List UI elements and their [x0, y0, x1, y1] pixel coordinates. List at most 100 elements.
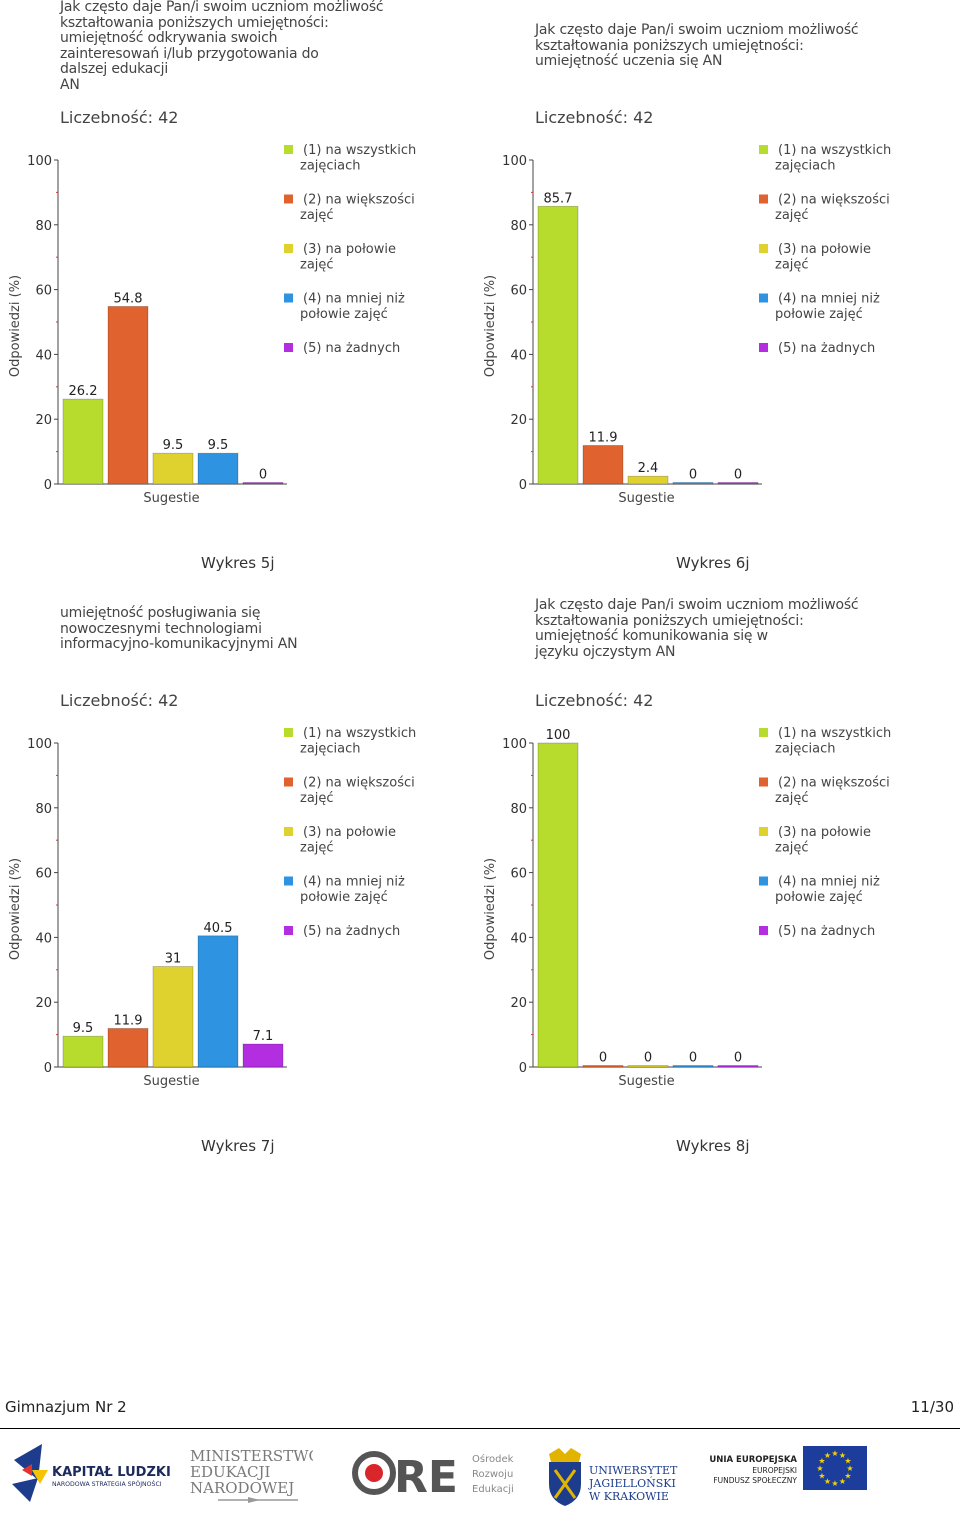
legend-swatch: [759, 293, 768, 303]
y-tick-label: 20: [510, 996, 527, 1011]
bar-value-label: 9.5: [208, 438, 229, 453]
eu-star: ★: [824, 1477, 831, 1486]
legend-label: zajęciach: [775, 159, 836, 174]
bar-chart-plot: 0 20 40 60 80 100 Odpowiedzi (%) Sugestie 26.2 54…: [8, 143, 416, 506]
legend-label: (4) na mniej niż: [778, 292, 880, 307]
bar-4: [672, 482, 714, 485]
legend-label: zajęć: [300, 208, 334, 223]
legend-label: (1) na wszystkich: [778, 726, 891, 741]
bar-value-label: 26.2: [69, 384, 98, 399]
legend-swatch: [759, 876, 768, 886]
chart-count-label: Liczebność: 42: [60, 691, 179, 710]
y-tick-label: 80: [35, 219, 52, 234]
chart-caption: Wykres 7j: [201, 1137, 275, 1155]
eu-line1: UNIA EUROPEJSKA: [709, 1455, 797, 1465]
legend-label: zajęć: [775, 258, 809, 273]
eu-star: ★: [831, 1479, 838, 1488]
chart-caption: Wykres 5j: [201, 554, 275, 572]
x-axis-label: Sugestie: [143, 1074, 199, 1089]
legend-swatch: [284, 293, 293, 303]
men-line3: NARODOWEJ: [190, 1479, 294, 1497]
legend-swatch: [284, 926, 293, 935]
y-tick-label: 0: [519, 478, 527, 493]
eu-star: ★: [831, 1449, 838, 1458]
y-tick-label: 0: [44, 478, 52, 493]
legend-label: zajęć: [775, 791, 809, 806]
legend-label: (4) na mniej niż: [303, 292, 405, 307]
y-tick-label: 20: [35, 996, 52, 1011]
legend-label: zajęć: [300, 258, 334, 273]
uj-line3: W KRAKOWIE: [589, 1490, 669, 1503]
eu-line3: FUNDUSZ SPOŁECZNY: [713, 1476, 797, 1485]
bar-5: [717, 482, 759, 485]
y-axis-label: Odpowiedzi (%): [483, 275, 498, 377]
bar-4: [672, 1065, 714, 1068]
legend-label: (4) na mniej niż: [778, 875, 880, 890]
bar-5: [242, 482, 284, 485]
x-axis-label: Sugestie: [618, 491, 674, 506]
y-tick-label: 100: [27, 154, 52, 169]
footer-divider: [0, 1428, 960, 1429]
bar-value-label: 2.4: [638, 461, 659, 476]
ore-line2: Rozwoju: [472, 1469, 513, 1480]
bar-value-label: 11.9: [589, 430, 618, 445]
legend-label: (1) na wszystkich: [303, 726, 416, 741]
legend-swatch: [759, 728, 768, 737]
eu-line2: EUROPEJSKI: [752, 1466, 797, 1475]
bar-value-label: 31: [165, 952, 182, 967]
men-line2: EDUKACJI: [190, 1463, 271, 1481]
legend-label: (5) na żadnych: [778, 341, 875, 356]
eu-star: ★: [818, 1472, 825, 1481]
legend-swatch: [759, 244, 768, 253]
uj-line2: JAGIELLOŃSKI: [588, 1476, 676, 1490]
y-tick-label: 80: [35, 802, 52, 817]
bar-2: [107, 1028, 149, 1068]
y-axis-label: Odpowiedzi (%): [8, 858, 23, 960]
legend-label: (4) na mniej niż: [303, 875, 405, 890]
bar-2: [582, 445, 624, 485]
men-line1: MINISTERSTWO: [190, 1447, 313, 1465]
y-tick-label: 60: [510, 867, 527, 882]
kapital-ludzki-logo: KAPITAŁ LUDZKI NARODOWA STRATEGIA SPÓJNO…: [12, 1444, 171, 1502]
bar-1: [537, 205, 579, 485]
legend-label: (1) na wszystkich: [778, 143, 891, 158]
y-tick-label: 0: [519, 1061, 527, 1076]
bar-value-label: 7.1: [253, 1029, 274, 1044]
legend-label: zajęć: [300, 791, 334, 806]
legend-swatch: [284, 194, 293, 204]
bar-1: [537, 742, 579, 1068]
footer-school-name: Gimnazjum Nr 2: [5, 1398, 127, 1416]
bar-value-label: 0: [734, 1051, 742, 1066]
legend-label: (2) na większości: [778, 193, 890, 208]
chart-caption: Wykres 6j: [676, 554, 750, 572]
legend-swatch: [759, 926, 768, 935]
chart-count-label: Liczebność: 42: [60, 108, 179, 127]
bar-value-label: 9.5: [73, 1021, 94, 1036]
bar-3: [152, 452, 194, 485]
bar-value-label: 9.5: [163, 438, 184, 453]
bar-5: [717, 1065, 759, 1068]
chart-caption: Wykres 8j: [676, 1137, 750, 1155]
eu-star: ★: [844, 1457, 851, 1466]
bar-1: [62, 398, 104, 485]
kapital-ludzki-subtitle: NARODOWA STRATEGIA SPÓJNOŚCI: [52, 1479, 162, 1488]
chart-6j: Jak często daje Pan/i swoim uczniom możl…: [475, 0, 950, 545]
legend-label: (5) na żadnych: [778, 924, 875, 939]
legend-swatch: [284, 343, 293, 352]
y-axis-label: Odpowiedzi (%): [8, 275, 23, 377]
sponsor-logos-bar: KAPITAŁ LUDZKI NARODOWA STRATEGIA SPÓJNO…: [0, 1440, 960, 1512]
bar-2: [582, 1065, 624, 1068]
bar-3: [627, 1065, 669, 1068]
y-tick-label: 60: [35, 284, 52, 299]
eu-star: ★: [839, 1477, 846, 1486]
legend-label: (2) na większości: [303, 776, 415, 791]
legend-label: (3) na połowie: [778, 825, 871, 840]
y-tick-label: 40: [35, 931, 52, 946]
y-tick-label: 40: [510, 348, 527, 363]
ore-mark: RE: [394, 1452, 458, 1503]
y-tick-label: 0: [44, 1061, 52, 1076]
legend-label: (5) na żadnych: [303, 924, 400, 939]
legend-swatch: [759, 827, 768, 836]
legend-label: (2) na większości: [778, 776, 890, 791]
bar-3: [627, 475, 669, 485]
